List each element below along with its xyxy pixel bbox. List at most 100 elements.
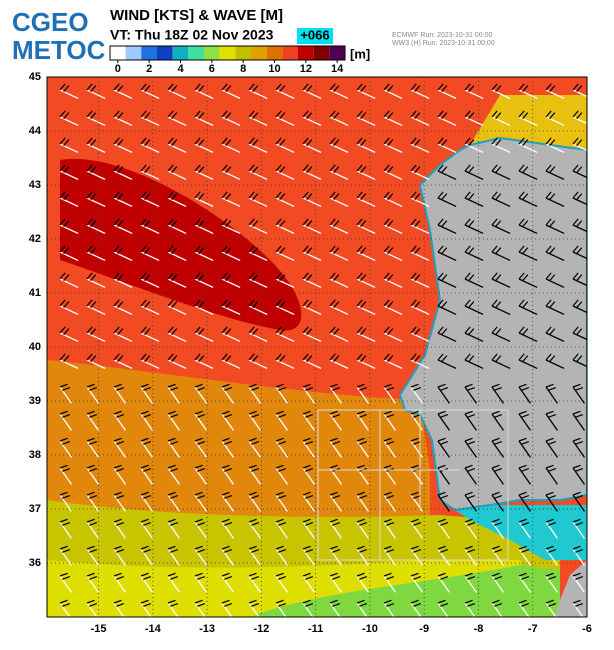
wind-feather [117,139,124,147]
wind-arrow [86,224,106,235]
wind-feather [140,518,149,523]
colorbar-swatch [125,46,142,60]
wind-arrow [194,386,208,404]
logo: METOC [12,35,106,65]
wind-arrow [140,386,154,404]
wind-arrow [248,521,262,539]
lat-label: 38 [29,449,41,461]
wind-feather [278,495,287,499]
wind-arrow [302,170,322,181]
wind-arrow [275,224,295,235]
lat-label: 36 [29,557,41,569]
wind-feather [414,139,421,147]
wind-feather [410,272,417,280]
wind-feather [387,166,394,174]
wind-feather [117,274,124,282]
wind-arrow [140,494,154,512]
wind-feather [464,410,473,415]
wind-feather [387,328,394,336]
wind-arrow [167,521,181,539]
wind-feather [437,110,444,118]
wind-arrow [194,440,208,458]
wind-arrow [221,440,235,458]
wind-feather [491,272,498,280]
wind-feather [167,245,174,253]
wind-feather [302,191,309,199]
wind-arrow [437,251,457,262]
wind-feather [549,112,556,120]
wind-feather [198,247,205,255]
wind-arrow [491,575,505,593]
wind-arrow [86,467,100,485]
wind-feather [252,139,259,147]
wind-feather [414,193,421,201]
wind-feather [116,576,125,580]
wind-feather [437,353,444,361]
wind-arrow [545,278,565,289]
wind-feather [441,220,448,228]
wind-arrow [545,143,565,154]
wind-feather [279,274,286,282]
lat-label: 44 [29,125,42,137]
wind-feather [360,274,367,282]
wind-feather [170,576,179,580]
wind-feather [329,326,336,334]
wind-arrow [518,170,538,181]
wind-feather [441,355,448,363]
wind-feather [437,437,446,442]
wind-arrow [329,278,349,289]
wind-feather [360,247,367,255]
wind-feather [167,383,176,388]
wind-arrow [545,440,559,458]
wind-feather [221,272,228,280]
wind-feather [90,193,97,201]
wind-feather [414,328,421,336]
wind-feather [359,576,368,580]
wind-arrow [86,575,100,593]
wind-arrow [140,413,154,431]
wind-feather [116,387,125,391]
wind-arrow [302,251,322,262]
wind-feather [572,326,579,334]
wind-feather [140,164,147,172]
wind-feather [441,328,448,336]
wind-arrow [275,197,295,208]
wind-arrow [356,224,376,235]
wind-feather [221,383,230,388]
wind-feather [113,572,122,577]
wind-feather [89,549,98,553]
wind-feather [117,355,124,363]
wind-feather [144,85,151,93]
wind-feather [221,326,228,334]
wind-feather [251,576,260,580]
wind-arrow [437,521,451,539]
wind-arrow [221,386,235,404]
wind-arrow [545,575,559,593]
wind-feather [359,387,368,391]
wind-arrow [59,143,79,154]
wind-arrow [59,197,79,208]
wind-arrow [194,575,208,593]
wind-feather [495,139,502,147]
wind-arrow [410,359,430,370]
wind-feather [575,549,584,553]
wind-arrow [356,359,376,370]
wind-feather [548,468,557,472]
wind-feather [225,247,232,255]
wind-feather [440,387,449,391]
wind-arrow [248,170,268,181]
colorbar-label: 12 [300,63,312,75]
wind-arrow [194,251,214,262]
wind-feather [572,83,579,91]
wind-arrow [491,548,505,566]
wind-feather [197,441,206,445]
wind-arrow [86,521,100,539]
wind-feather [248,272,255,280]
wind-arrow [356,521,370,539]
wind-arrow [113,521,127,539]
wind-feather [117,328,124,336]
wind-feather [225,274,232,282]
wind-feather [167,599,176,604]
wind-feather [248,491,257,496]
wind-feather [62,495,71,499]
